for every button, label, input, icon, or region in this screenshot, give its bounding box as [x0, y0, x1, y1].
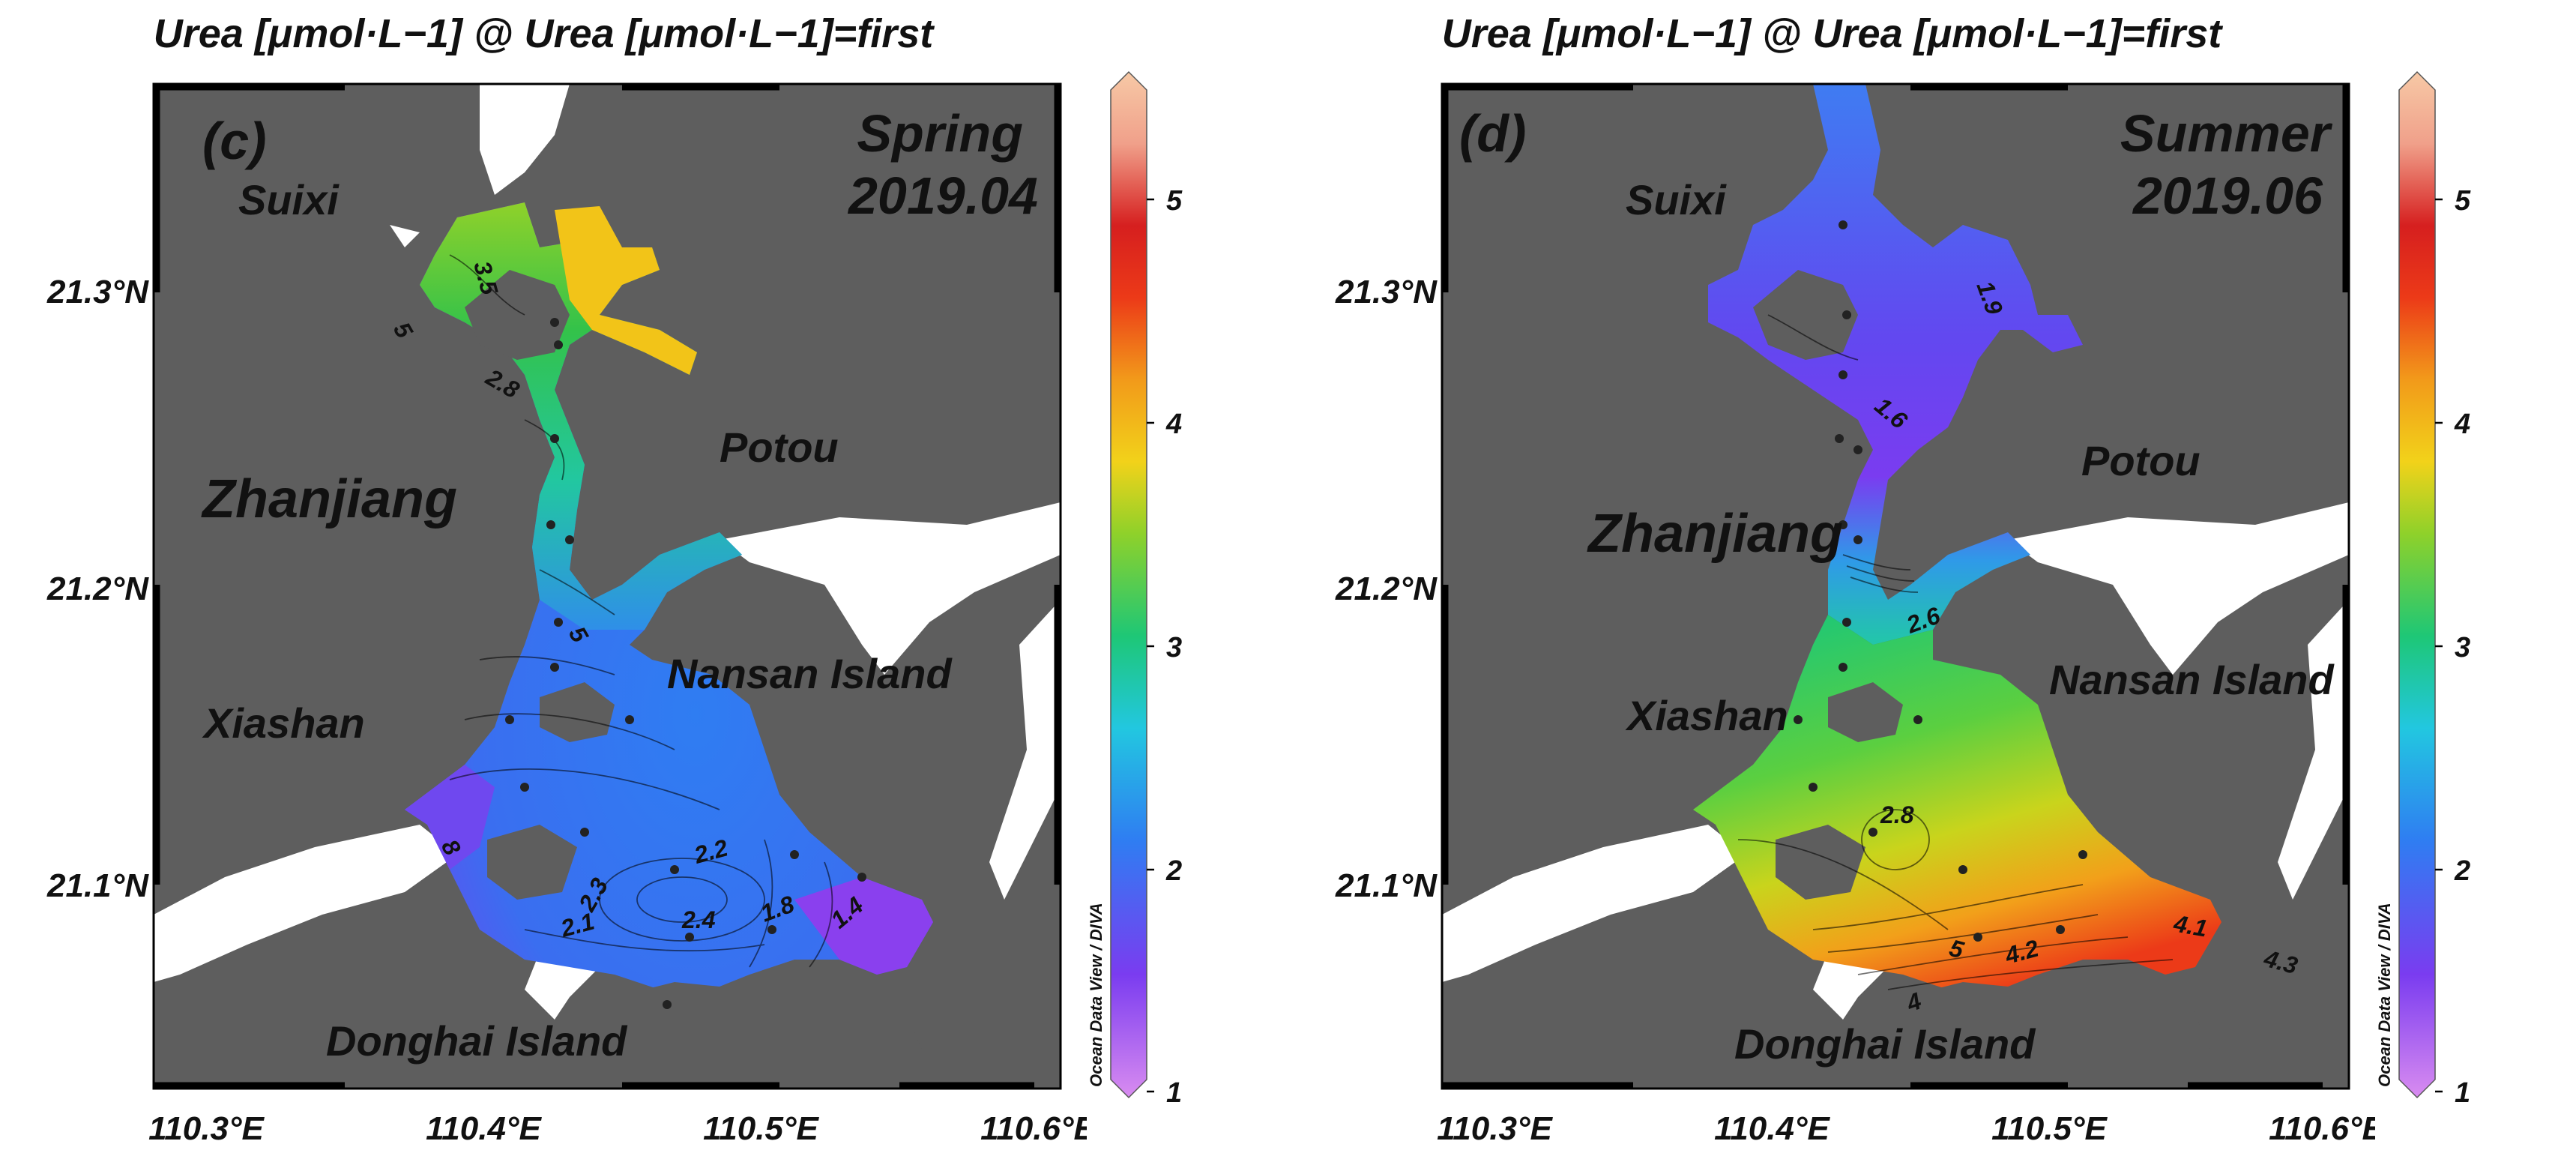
channel-north: [480, 84, 570, 195]
x-tick: 110.6°E: [980, 1110, 1087, 1147]
colorbar-tick: 4: [1165, 409, 1182, 440]
x-tick: 110.4°E: [1714, 1110, 1830, 1147]
date-label: 2019.06: [2132, 166, 2323, 225]
contour-label: 2.8: [1880, 801, 1914, 828]
channel-west: [1442, 825, 1746, 982]
place-xiashan: Xiashan: [1625, 692, 1788, 739]
place-donghai-island: Donghai Island: [1734, 1020, 2036, 1068]
frame-ticks: [153, 83, 1061, 1089]
panel-letter: (d): [1459, 104, 1526, 163]
islet-mid: [1828, 682, 1903, 742]
season-label: Spring: [857, 104, 1023, 163]
colorbar-tick: 2: [1165, 855, 1182, 887]
urea-field-north-high: [555, 206, 697, 375]
sample-stations: [1794, 220, 2087, 942]
channel-east: [720, 502, 1061, 675]
place-zhanjiang: Zhanjiang: [201, 469, 457, 529]
x-tick: 110.3°E: [148, 1110, 265, 1147]
frame-ticks: [1441, 83, 2350, 1089]
credit-text: Ocean Data View / DIVA: [1087, 903, 1105, 1087]
colorbar-tick: 1: [1166, 1077, 1182, 1109]
channel-southeast: [2278, 600, 2349, 900]
place-suixi: Suixi: [1626, 176, 1727, 223]
contour-label: 4.1: [2171, 909, 2209, 942]
colorbar-tick: 4: [2454, 409, 2470, 440]
place-xiashan: Xiashan: [202, 699, 365, 747]
x-tick: 110.4°E: [426, 1110, 542, 1147]
x-tick: 110.3°E: [1437, 1110, 1553, 1147]
place-zhanjiang: Zhanjiang: [1587, 504, 1843, 564]
islet-mid: [540, 682, 615, 742]
map-panel-spring: Urea [μmol·L−1] @ Urea [μmol·L−1]=first: [46, 11, 1183, 1147]
islet-north: [465, 270, 570, 360]
place-nansan-island: Nansan Island: [2049, 656, 2335, 703]
map-area-spring: 3.5 5 2.8 5 2.2 2.3 2.4 1.8 1.4 2.1 8 (c…: [46, 82, 1087, 1147]
urea-field-east-low: [794, 877, 933, 975]
channel-southeast: [989, 600, 1061, 900]
panel-letter: (c): [202, 112, 267, 170]
x-tick: 110.5°E: [1991, 1110, 2108, 1147]
y-tick: 21.1°N: [46, 867, 149, 904]
place-suixi: Suixi: [238, 176, 340, 223]
map-panel-summer: Urea [μmol·L−1] @ Urea [μmol·L−1]=first: [1288, 0, 2576, 1162]
map-area-summer: 1.9 1.6 2.6 2.8 5 4.2 4 4.1 4.3 (d) Summ…: [1335, 82, 2375, 1147]
colorbar: 1 2 3 4 5 Ocean Data View / DIVA: [2375, 70, 2471, 1109]
donghai-land: [570, 975, 929, 1089]
channel-east: [2008, 502, 2349, 675]
colorbar-tick: 2: [2454, 855, 2470, 887]
y-tick: 21.2°N: [46, 571, 149, 607]
season-label: Summer: [2120, 104, 2333, 163]
date-label: 2019.04: [847, 166, 1038, 225]
y-tick: 21.1°N: [1335, 867, 1438, 904]
contour-lines: [1737, 314, 2174, 990]
credit-text: Ocean Data View / DIVA: [2375, 903, 2394, 1087]
islet-south: [1776, 825, 1865, 900]
urea-field-west-low: [405, 765, 495, 870]
islet-south: [487, 825, 577, 900]
colorbar-tick: 3: [2455, 632, 2470, 663]
place-potou: Potou: [2081, 437, 2201, 484]
panel-title: Urea [μmol·L−1] @ Urea [μmol·L−1]=first: [153, 11, 934, 56]
place-potou: Potou: [720, 424, 839, 471]
sample-stations: [505, 318, 866, 1009]
colorbar-ramp: [1110, 70, 1147, 1099]
y-tick: 21.3°N: [1335, 274, 1438, 310]
y-tick: 21.3°N: [46, 274, 149, 310]
contour-label: 2.4: [681, 906, 716, 933]
panel-title: Urea [μmol·L−1] @ Urea [μmol·L−1]=first: [1441, 11, 2222, 56]
donghai-land: [1858, 975, 2218, 1089]
colorbar-tick: 5: [1166, 185, 1183, 217]
colorbar-tick: 1: [2455, 1077, 2470, 1109]
place-donghai-island: Donghai Island: [326, 1017, 628, 1065]
channel-west: [154, 825, 457, 982]
y-tick: 21.2°N: [1335, 571, 1438, 607]
place-nansan-island: Nansan Island: [667, 650, 953, 697]
urea-field-channel: [1708, 84, 2083, 645]
islet-north: [1753, 270, 1858, 360]
contour-lines: [449, 254, 833, 968]
colorbar: 1 2 3 4 5 Ocean Data View / DIVA: [1087, 70, 1183, 1109]
x-tick: 110.6°E: [2269, 1110, 2375, 1147]
colorbar-ramp: [2398, 70, 2436, 1099]
colorbar-tick: 5: [2455, 185, 2471, 217]
colorbar-tick: 3: [1166, 632, 1182, 663]
x-tick: 110.5°E: [703, 1110, 819, 1147]
channel-nw: [390, 225, 420, 247]
